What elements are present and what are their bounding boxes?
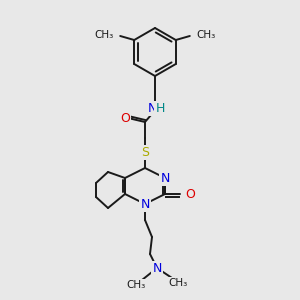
Text: O: O <box>120 112 130 124</box>
Text: S: S <box>141 146 149 158</box>
Text: CH₃: CH₃ <box>126 280 146 290</box>
Text: N: N <box>160 172 170 184</box>
Text: CH₃: CH₃ <box>168 278 188 288</box>
Text: O: O <box>185 188 195 200</box>
Text: N: N <box>140 197 150 211</box>
Text: H: H <box>155 101 165 115</box>
Text: CH₃: CH₃ <box>197 30 216 40</box>
Text: N: N <box>147 101 157 115</box>
Text: N: N <box>152 262 162 275</box>
Text: CH₃: CH₃ <box>94 30 113 40</box>
